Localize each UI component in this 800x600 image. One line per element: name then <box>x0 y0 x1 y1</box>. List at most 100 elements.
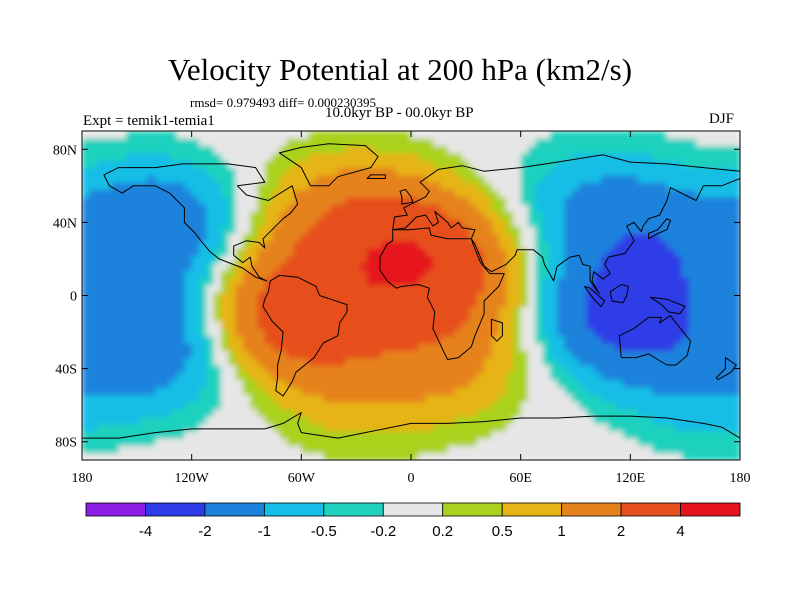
field-cell <box>315 299 324 308</box>
field-cell <box>352 284 361 293</box>
field-cell <box>140 452 149 460</box>
field-cell <box>637 182 646 191</box>
field-cell <box>206 328 215 337</box>
field-cell <box>571 357 580 366</box>
field-cell <box>140 372 149 381</box>
field-cell <box>462 306 471 315</box>
field-cell <box>257 152 266 161</box>
field-cell <box>155 328 164 337</box>
field-cell <box>527 138 536 147</box>
field-cell <box>710 335 719 344</box>
field-cell <box>279 299 288 308</box>
field-cell <box>133 167 142 176</box>
field-cell <box>301 145 310 154</box>
field-cell <box>184 182 193 191</box>
field-cell <box>294 438 302 446</box>
field-cell <box>125 255 134 264</box>
field-cell <box>425 145 434 154</box>
colorbar-swatch <box>85 502 146 517</box>
field-cell <box>177 152 185 161</box>
field-cell <box>476 262 485 271</box>
field-cell <box>681 306 690 315</box>
field-cell <box>184 445 193 454</box>
field-cell <box>345 211 354 220</box>
field-cell <box>308 284 317 293</box>
field-cell <box>89 167 98 176</box>
field-cell <box>418 299 427 308</box>
field-cell <box>169 204 178 213</box>
field-cell <box>652 174 661 183</box>
field-cell <box>367 452 376 460</box>
field-cell <box>257 189 266 198</box>
field-cell <box>96 386 105 395</box>
field-cell <box>527 167 536 176</box>
field-cell <box>520 343 529 351</box>
field-cell <box>315 204 324 213</box>
field-cell <box>666 291 675 300</box>
field-cell <box>184 189 193 198</box>
field-cell <box>447 372 456 381</box>
field-cell <box>418 277 427 286</box>
field-cell <box>301 328 310 337</box>
field-cell <box>374 416 383 425</box>
field-cell <box>601 335 609 344</box>
field-cell <box>213 152 222 161</box>
field-cell <box>235 182 244 191</box>
field-cell <box>710 233 719 242</box>
field-cell <box>308 379 317 388</box>
field-cell <box>264 386 273 395</box>
field-cell <box>601 131 609 139</box>
field-cell <box>718 408 726 417</box>
field-cell <box>374 240 383 249</box>
field-cell <box>484 423 493 432</box>
field-cell <box>118 306 127 315</box>
field-cell <box>542 430 551 439</box>
field-cell <box>82 328 90 337</box>
field-cell <box>330 328 339 337</box>
field-cell <box>447 408 456 417</box>
field-cell <box>454 211 463 220</box>
field-cell <box>367 430 376 439</box>
field-cell <box>469 386 478 395</box>
field-cell <box>710 189 719 198</box>
field-cell <box>213 335 222 344</box>
field-cell <box>425 160 434 169</box>
field-cell <box>169 174 178 183</box>
field-cell <box>623 445 631 454</box>
field-cell <box>257 350 266 359</box>
field-cell <box>367 343 376 351</box>
field-cell <box>89 204 98 213</box>
field-cell <box>359 152 368 161</box>
field-cell <box>454 379 463 388</box>
field-cell <box>103 240 112 249</box>
field-cell <box>352 174 361 183</box>
field-cell <box>279 416 288 425</box>
field-cell <box>125 401 134 410</box>
field-cell <box>462 240 471 249</box>
field-cell <box>608 379 617 388</box>
field-cell <box>418 350 427 359</box>
field-cell <box>615 211 624 220</box>
field-cell <box>147 364 156 373</box>
field-cell <box>601 423 609 432</box>
x-tick-label: 120W <box>175 471 210 486</box>
field-cell <box>403 438 412 446</box>
field-cell <box>608 408 617 417</box>
field-cell <box>615 189 624 198</box>
field-cell <box>411 152 419 161</box>
field-cell <box>615 445 624 454</box>
field-cell <box>557 262 566 271</box>
field-cell <box>447 255 456 264</box>
field-cell <box>666 131 675 139</box>
field-cell <box>169 138 178 147</box>
field-cell <box>206 313 215 322</box>
field-cell <box>623 408 631 417</box>
field-cell <box>688 196 697 205</box>
field-cell <box>454 262 463 271</box>
field-cell <box>484 321 493 329</box>
field-cell <box>630 174 639 183</box>
field-cell <box>381 262 390 271</box>
field-cell <box>264 401 273 410</box>
field-cell <box>549 438 558 446</box>
field-cell <box>623 313 631 322</box>
